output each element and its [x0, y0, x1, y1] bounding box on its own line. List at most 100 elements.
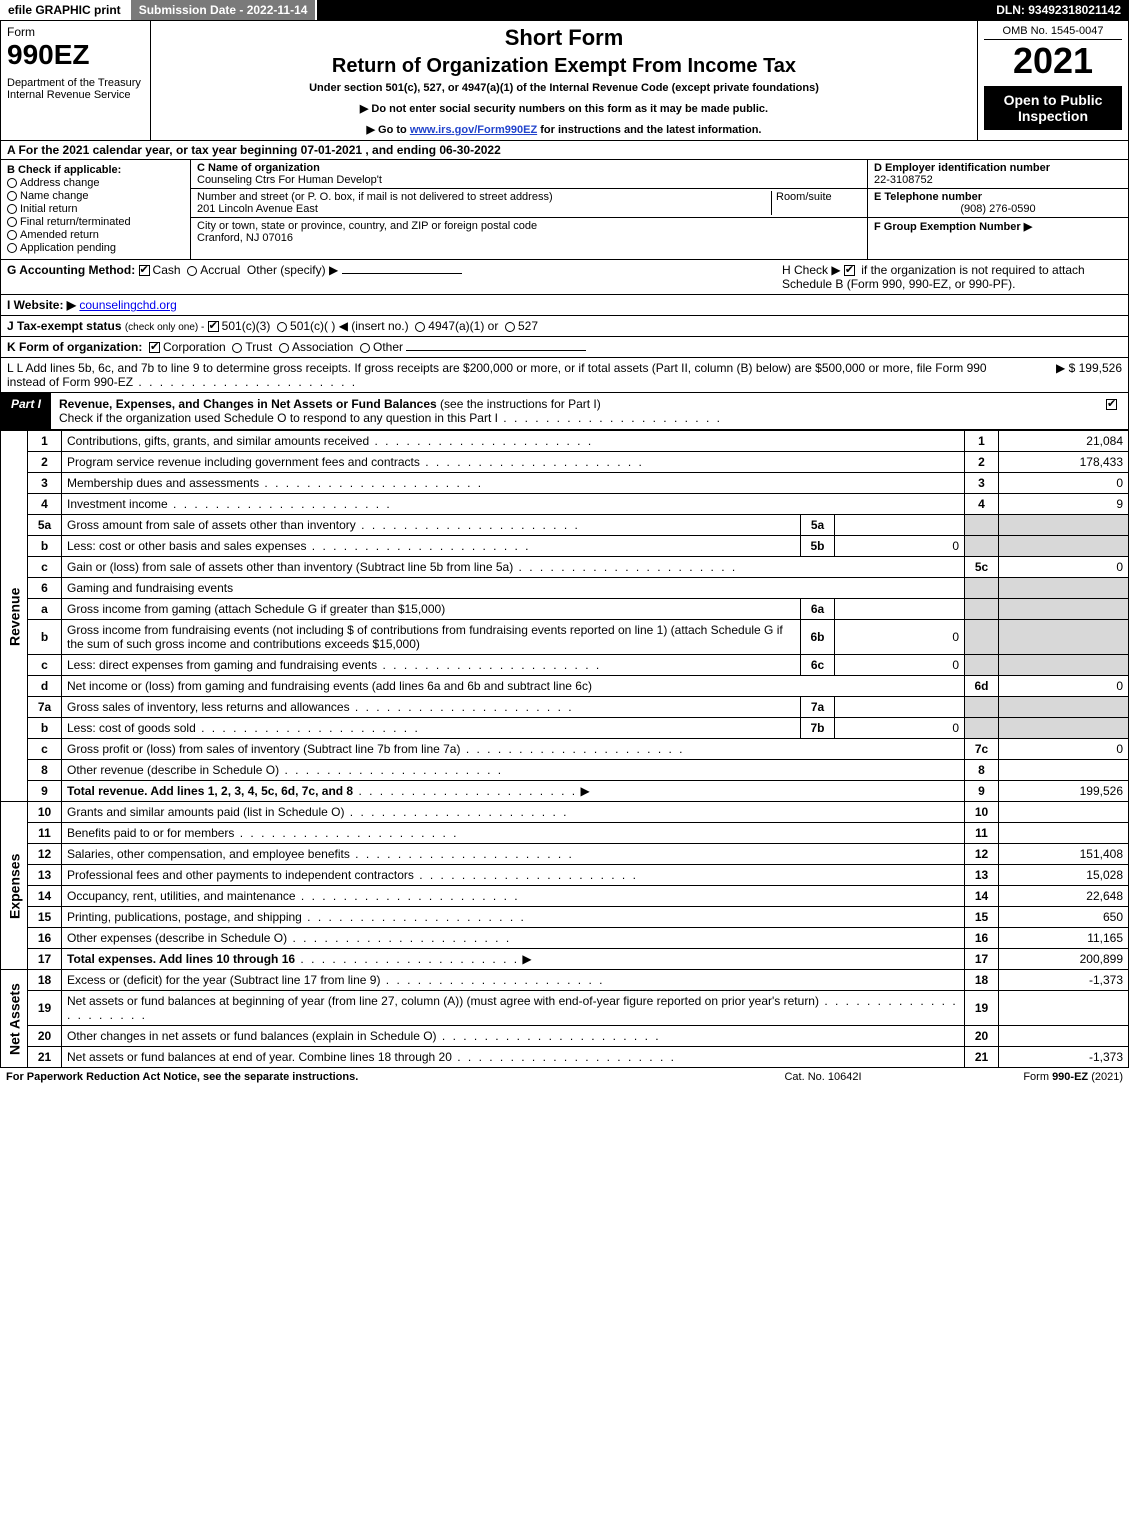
- l7a-sn: 7a: [801, 697, 835, 718]
- l1-desc: Contributions, gifts, grants, and simila…: [67, 434, 369, 448]
- l13-num: 13: [28, 865, 62, 886]
- chk-h[interactable]: [844, 265, 855, 276]
- k-corp: Corporation: [163, 340, 226, 354]
- k-other-line[interactable]: [406, 350, 586, 351]
- l6a-desc: Gross income from gaming (attach Schedul…: [67, 602, 445, 616]
- street-label: Number and street (or P. O. box, if mail…: [197, 191, 771, 203]
- chk-part-i-schedule-o[interactable]: [1106, 399, 1117, 410]
- l17-num: 17: [28, 949, 62, 970]
- chk-other-org[interactable]: [360, 343, 370, 353]
- l5a-sv: [835, 515, 965, 536]
- chk-corporation[interactable]: [149, 342, 160, 353]
- l6b-val: [999, 620, 1129, 655]
- chk-final-return[interactable]: Final return/terminated: [19, 216, 184, 228]
- line-4: 4 Investment income 4 9: [1, 494, 1129, 515]
- website-link[interactable]: counselingchd.org: [79, 298, 176, 312]
- l19-num: 19: [28, 991, 62, 1026]
- line-6d: d Net income or (loss) from gaming and f…: [1, 676, 1129, 697]
- department-label: Department of the Treasury Internal Reve…: [7, 77, 144, 101]
- l6a-sv: [835, 599, 965, 620]
- c-city-block: City or town, state or province, country…: [191, 218, 867, 246]
- l12-rn: 12: [965, 844, 999, 865]
- l3-desc: Membership dues and assessments: [67, 476, 259, 490]
- line-7c: c Gross profit or (loss) from sales of i…: [1, 739, 1129, 760]
- l7b-rn: [965, 718, 999, 739]
- chk-501c[interactable]: [277, 322, 287, 332]
- l4-rn: 4: [965, 494, 999, 515]
- l6a-rn: [965, 599, 999, 620]
- l5b-sn: 5b: [801, 536, 835, 557]
- chk-initial-return[interactable]: Initial return: [19, 203, 184, 215]
- chk-amended-return[interactable]: Amended return: [19, 229, 184, 241]
- l14-desc: Occupancy, rent, utilities, and maintena…: [67, 889, 296, 903]
- line-15: 15 Printing, publications, postage, and …: [1, 907, 1129, 928]
- l6a-val: [999, 599, 1129, 620]
- j-o3: 4947(a)(1) or: [428, 319, 498, 333]
- column-c-org-info: C Name of organization Counseling Ctrs F…: [191, 160, 868, 259]
- j-note: (check only one) -: [125, 322, 204, 333]
- chk-address-change[interactable]: Address change: [19, 177, 184, 189]
- line-2: 2 Program service revenue including gove…: [1, 452, 1129, 473]
- line-6a: a Gross income from gaming (attach Sched…: [1, 599, 1129, 620]
- footer-center: Cat. No. 10642I: [723, 1071, 923, 1083]
- row-a-tax-year: A For the 2021 calendar year, or tax yea…: [0, 141, 1129, 160]
- l6b-rn: [965, 620, 999, 655]
- line-1: Revenue 1 Contributions, gifts, grants, …: [1, 431, 1129, 452]
- l7a-val: [999, 697, 1129, 718]
- l7c-val: 0: [999, 739, 1129, 760]
- l-dots: [133, 375, 357, 389]
- part-i-note: (see the instructions for Part I): [437, 397, 601, 411]
- line-7a: 7a Gross sales of inventory, less return…: [1, 697, 1129, 718]
- tax-year: 2021: [984, 40, 1122, 82]
- l6-num: 6: [28, 578, 62, 599]
- g-other-line[interactable]: [342, 273, 462, 274]
- ein-value: 22-3108752: [874, 174, 1122, 186]
- column-def: D Employer identification number 22-3108…: [868, 160, 1128, 259]
- header-right: OMB No. 1545-0047 2021 Open to Public In…: [978, 21, 1128, 140]
- l10-num: 10: [28, 802, 62, 823]
- f-group-block: F Group Exemption Number ▶: [868, 218, 1128, 235]
- l6b-desc: Gross income from fundraising events (no…: [67, 623, 783, 651]
- c-street-block: Number and street (or P. O. box, if mail…: [191, 189, 867, 218]
- l5a-val: [999, 515, 1129, 536]
- chk-name-change[interactable]: Name change: [19, 190, 184, 202]
- line-20: 20 Other changes in net assets or fund b…: [1, 1026, 1129, 1047]
- g-accrual: Accrual: [200, 263, 240, 277]
- l21-rn: 21: [965, 1047, 999, 1068]
- l8-rn: 8: [965, 760, 999, 781]
- side-netassets: Net Assets: [1, 970, 28, 1068]
- line-6c: c Less: direct expenses from gaming and …: [1, 655, 1129, 676]
- l8-num: 8: [28, 760, 62, 781]
- j-o2: 501(c)( ) ◀ (insert no.): [290, 319, 409, 333]
- l9-rn: 9: [965, 781, 999, 802]
- part-i-check-text: Check if the organization used Schedule …: [59, 411, 498, 425]
- l5a-sn: 5a: [801, 515, 835, 536]
- chk-4947[interactable]: [415, 322, 425, 332]
- h-pre: H Check ▶: [782, 263, 844, 277]
- l14-num: 14: [28, 886, 62, 907]
- chk-application-pending[interactable]: Application pending: [19, 242, 184, 254]
- instruction-1: ▶ Do not enter social security numbers o…: [159, 102, 969, 115]
- l3-rn: 3: [965, 473, 999, 494]
- room-label: Room/suite: [776, 191, 861, 203]
- l9-num: 9: [28, 781, 62, 802]
- lines-table: Revenue 1 Contributions, gifts, grants, …: [0, 430, 1129, 1068]
- line-5a: 5a Gross amount from sale of assets othe…: [1, 515, 1129, 536]
- l1-val: 21,084: [999, 431, 1129, 452]
- part-i-text: Revenue, Expenses, and Changes in Net As…: [51, 393, 1098, 429]
- chk-association[interactable]: [279, 343, 289, 353]
- line-19: 19 Net assets or fund balances at beginn…: [1, 991, 1129, 1026]
- chk-cash[interactable]: [139, 265, 150, 276]
- chk-accrual[interactable]: [187, 266, 197, 276]
- l12-num: 12: [28, 844, 62, 865]
- l20-rn: 20: [965, 1026, 999, 1047]
- subtitle: Under section 501(c), 527, or 4947(a)(1)…: [159, 82, 969, 94]
- line-6: 6 Gaming and fundraising events: [1, 578, 1129, 599]
- line-21: 21 Net assets or fund balances at end of…: [1, 1047, 1129, 1068]
- chk-501c3[interactable]: [208, 321, 219, 332]
- l5c-num: c: [28, 557, 62, 578]
- chk-trust[interactable]: [232, 343, 242, 353]
- irs-link[interactable]: www.irs.gov/Form990EZ: [410, 124, 537, 136]
- l18-rn: 18: [965, 970, 999, 991]
- chk-527[interactable]: [505, 322, 515, 332]
